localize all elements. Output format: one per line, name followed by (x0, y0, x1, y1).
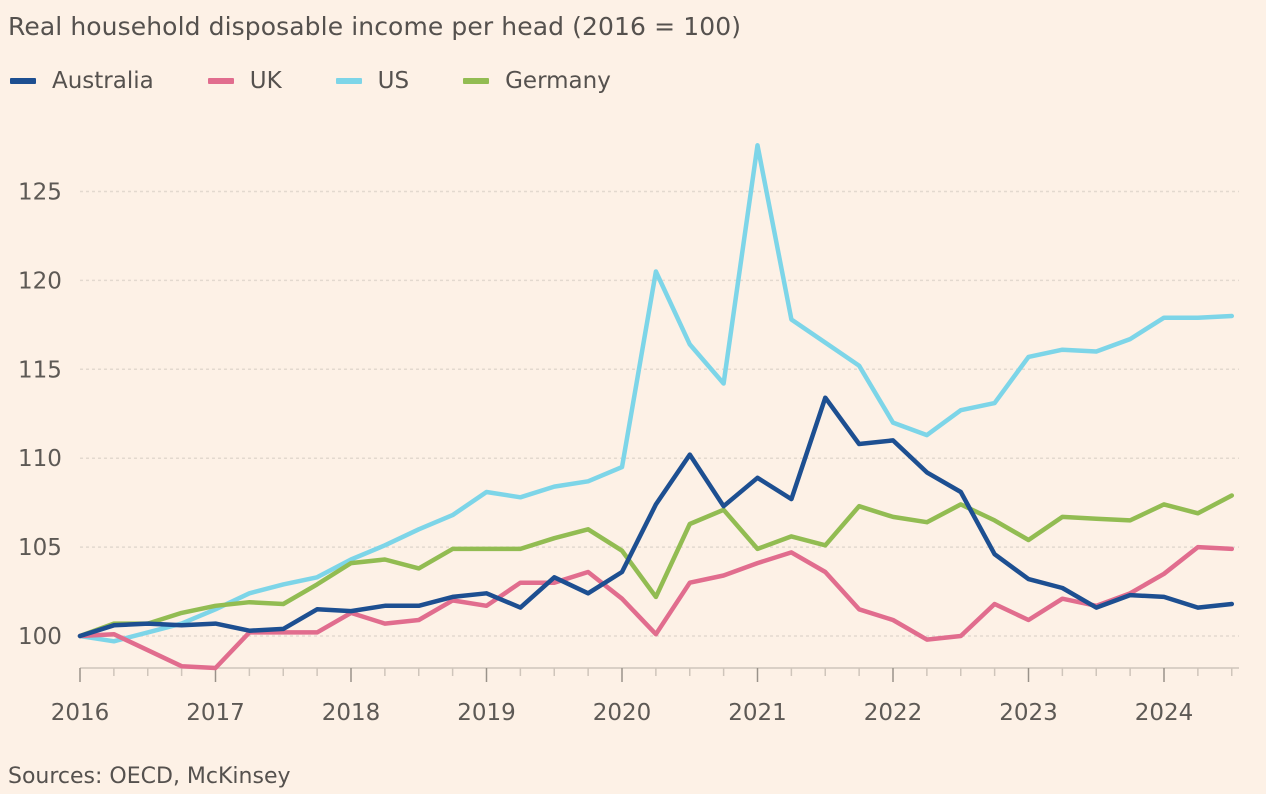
x-tick-label-2021: 2021 (728, 700, 787, 726)
legend-item-us: US (335, 68, 410, 94)
series-lines (77, 143, 1235, 671)
legend-swatch-germany (463, 78, 490, 84)
x-tick-label-2023: 2023 (999, 700, 1058, 726)
legend-label-uk: UK (249, 68, 282, 94)
legend-swatch-us (335, 78, 362, 84)
series-line-us (77, 143, 1235, 644)
x-tick-label-2016: 2016 (51, 700, 110, 726)
x-tick-label-2018: 2018 (322, 700, 381, 726)
series-line-uk (77, 544, 1235, 671)
y-tick-label-125: 125 (18, 180, 62, 206)
y-tick-label-120: 120 (18, 268, 62, 294)
x-tick-label-2020: 2020 (593, 700, 652, 726)
legend-item-australia: Australia (10, 68, 154, 94)
x-tick-label-2022: 2022 (864, 700, 923, 726)
legend-swatch-australia (10, 78, 36, 84)
legend-label-us: US (377, 68, 410, 94)
legend-item-uk: UK (207, 68, 282, 94)
y-tick-label-100: 100 (18, 624, 62, 650)
source-note: Sources: OECD, McKinsey (8, 764, 291, 789)
legend-item-germany: Germany (463, 68, 611, 94)
chart-legend: Australia UK US Germany (10, 68, 665, 94)
legend-label-germany: Germany (505, 68, 611, 94)
series-line-germany (77, 493, 1235, 639)
legend-label-australia: Australia (52, 68, 154, 94)
legend-swatch-uk (207, 78, 234, 84)
x-tick-label-2017: 2017 (186, 700, 245, 726)
gridlines (80, 190, 1239, 637)
y-tick-label-105: 105 (18, 535, 62, 561)
x-axis: 2016 2017 2018 2019 2020 2021 2022 2023 2024 (51, 667, 1239, 726)
chart-title: Real household disposable income per hea… (8, 12, 742, 41)
y-tick-label-115: 115 (18, 357, 62, 383)
x-tick-label-2019: 2019 (457, 700, 516, 726)
y-tick-label-110: 110 (18, 446, 62, 472)
x-tick-label-2024: 2024 (1135, 700, 1194, 726)
series-line-australia (77, 395, 1235, 639)
y-axis-tick-labels: 100 105 110 115 120 125 (18, 180, 62, 651)
